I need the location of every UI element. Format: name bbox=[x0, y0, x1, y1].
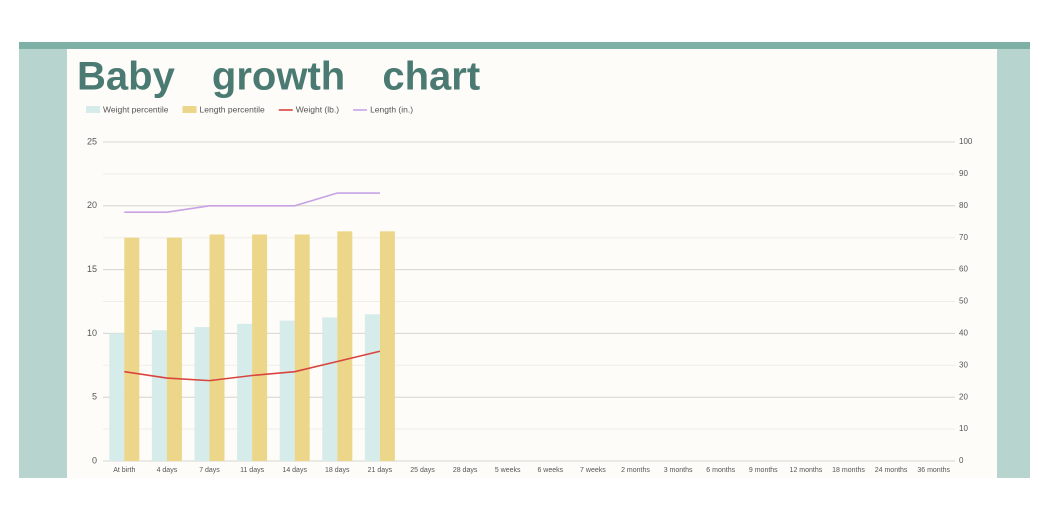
x-tick-label: 4 days bbox=[157, 467, 178, 474]
y-tick-label: 5 bbox=[92, 392, 97, 402]
bar bbox=[194, 327, 210, 461]
y-tick-label: 25 bbox=[87, 136, 97, 146]
bar bbox=[237, 323, 253, 461]
y2-tick-label: 0 bbox=[959, 456, 964, 465]
x-tick-label: 11 days bbox=[240, 467, 264, 474]
bar bbox=[322, 317, 338, 461]
x-tick-label: 24 months bbox=[875, 467, 908, 474]
x-tick-label: 6 weeks bbox=[537, 467, 563, 474]
y-tick-label: 0 bbox=[92, 455, 97, 465]
bar bbox=[279, 320, 295, 461]
x-tick-label: 14 days bbox=[282, 467, 307, 474]
x-tick-label: 36 months bbox=[917, 467, 950, 474]
chart-title: Baby growth chart bbox=[77, 55, 480, 99]
bar bbox=[166, 237, 182, 461]
x-tick-label: 7 days bbox=[199, 467, 220, 474]
legend-swatch bbox=[86, 106, 100, 113]
legend-label: Weight percentile bbox=[103, 104, 169, 114]
y2-tick-label: 80 bbox=[959, 201, 968, 210]
y-tick-label: 10 bbox=[87, 328, 97, 338]
x-tick-label: 6 months bbox=[706, 467, 735, 474]
y2-tick-label: 70 bbox=[959, 233, 968, 242]
y-tick-label: 20 bbox=[87, 200, 97, 210]
legend-label: Length (in.) bbox=[370, 104, 413, 114]
bar bbox=[109, 333, 125, 461]
y2-tick-label: 30 bbox=[959, 360, 968, 369]
y2-tick-label: 60 bbox=[959, 265, 968, 274]
line bbox=[124, 192, 380, 213]
y2-tick-label: 40 bbox=[959, 329, 968, 338]
legend-label: Length percentile bbox=[200, 104, 265, 114]
bar bbox=[209, 234, 225, 461]
x-tick-label: 18 days bbox=[325, 467, 350, 474]
bar bbox=[379, 231, 395, 461]
bar bbox=[252, 234, 268, 461]
bar bbox=[337, 231, 353, 461]
x-tick-label: 12 months bbox=[790, 467, 823, 474]
bar bbox=[151, 330, 167, 461]
x-tick-label: 5 weeks bbox=[495, 467, 521, 474]
x-tick-label: 2 months bbox=[621, 467, 650, 474]
top-bar bbox=[19, 42, 1030, 49]
y-tick-label: 15 bbox=[87, 264, 97, 274]
y2-tick-label: 100 bbox=[959, 137, 973, 146]
y2-tick-label: 20 bbox=[959, 392, 968, 401]
x-tick-label: At birth bbox=[113, 467, 135, 474]
line bbox=[124, 350, 381, 382]
x-tick-label: 7 weeks bbox=[580, 467, 606, 474]
legend-label: Weight (lb.) bbox=[296, 104, 339, 114]
y2-tick-label: 90 bbox=[959, 169, 968, 178]
x-tick-label: 25 days bbox=[410, 467, 435, 474]
x-tick-label: 28 days bbox=[453, 467, 478, 474]
legend-swatch bbox=[182, 106, 197, 113]
bar bbox=[364, 314, 380, 461]
x-tick-label: 9 months bbox=[749, 467, 778, 474]
x-tick-label: 18 months bbox=[832, 467, 865, 474]
x-tick-label: 3 months bbox=[664, 467, 693, 474]
y2-tick-label: 10 bbox=[959, 424, 968, 433]
bar bbox=[294, 234, 310, 461]
x-tick-label: 21 days bbox=[368, 467, 393, 474]
bar bbox=[124, 237, 140, 461]
y2-tick-label: 50 bbox=[959, 297, 968, 306]
